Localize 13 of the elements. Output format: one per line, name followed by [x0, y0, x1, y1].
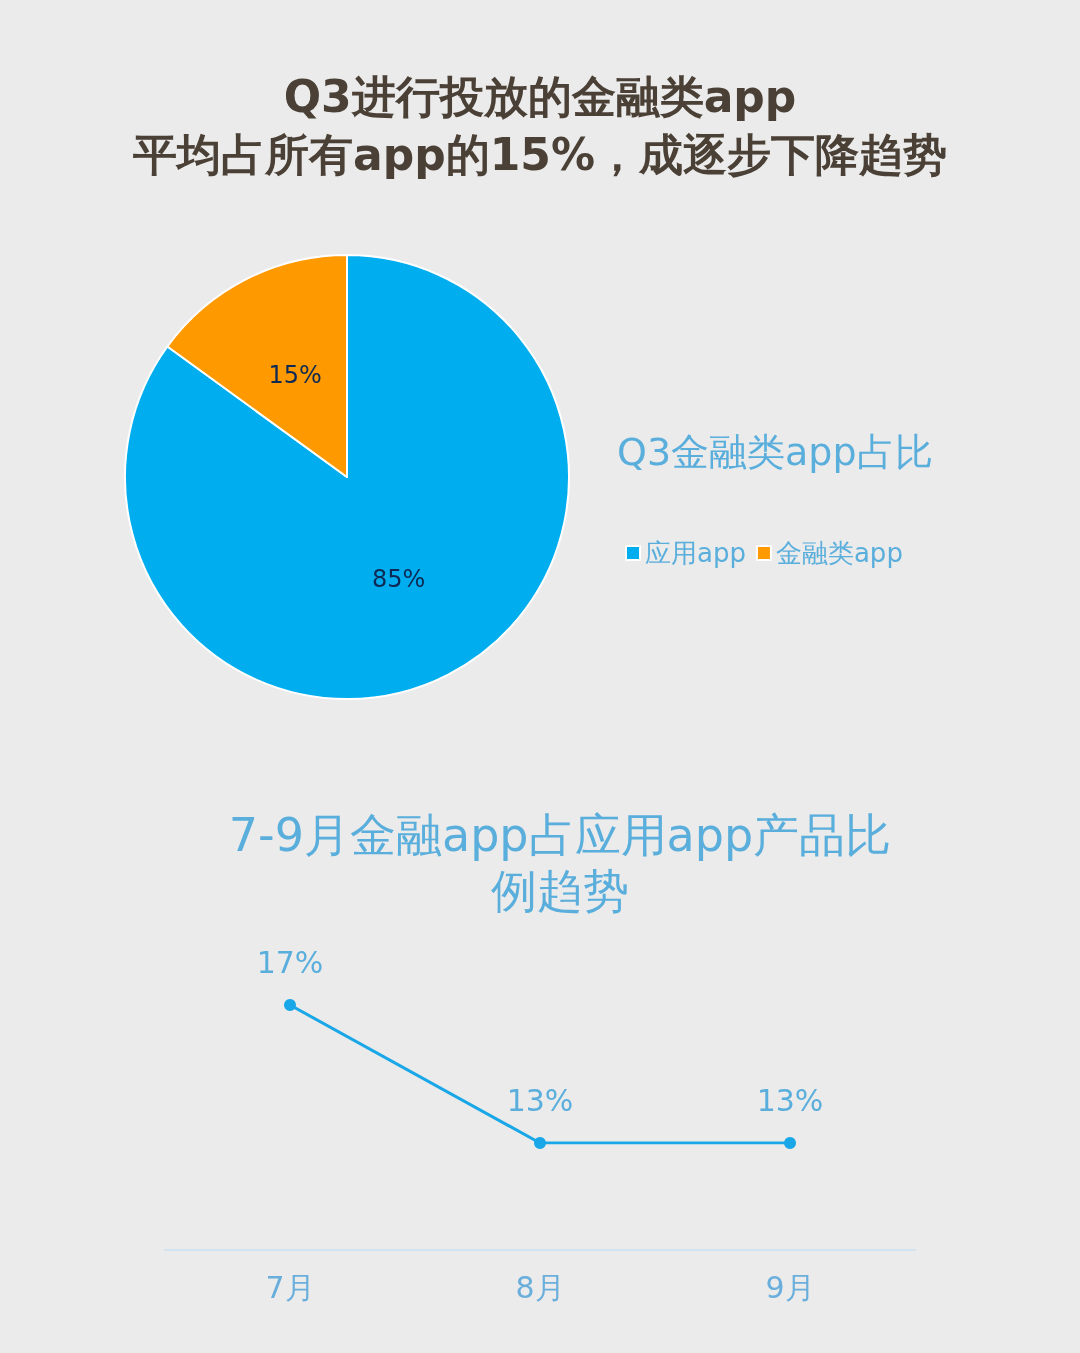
text: Q3金融类app占比: [617, 430, 933, 474]
legend-label: 金融类app: [775, 538, 903, 568]
data-label: 15%: [268, 361, 322, 390]
x-tick-label: 9月: [765, 1269, 815, 1305]
chart-title: Q3进行投放的金融类app 平均占所有app的15%，成逐步下降趋势: [133, 70, 947, 180]
x-tick-label: 8月: [515, 1269, 565, 1305]
data-label: 85%: [372, 564, 426, 593]
x-tick-label: 7月: [265, 1269, 315, 1305]
legend-label: 应用app: [645, 538, 746, 568]
chart-title: 7-9月金融app占应用app产品比例趋势: [228, 808, 892, 918]
data-label: 13%: [506, 1082, 574, 1118]
data-label: 13%: [756, 1082, 824, 1118]
data-label: 17%: [256, 944, 324, 980]
